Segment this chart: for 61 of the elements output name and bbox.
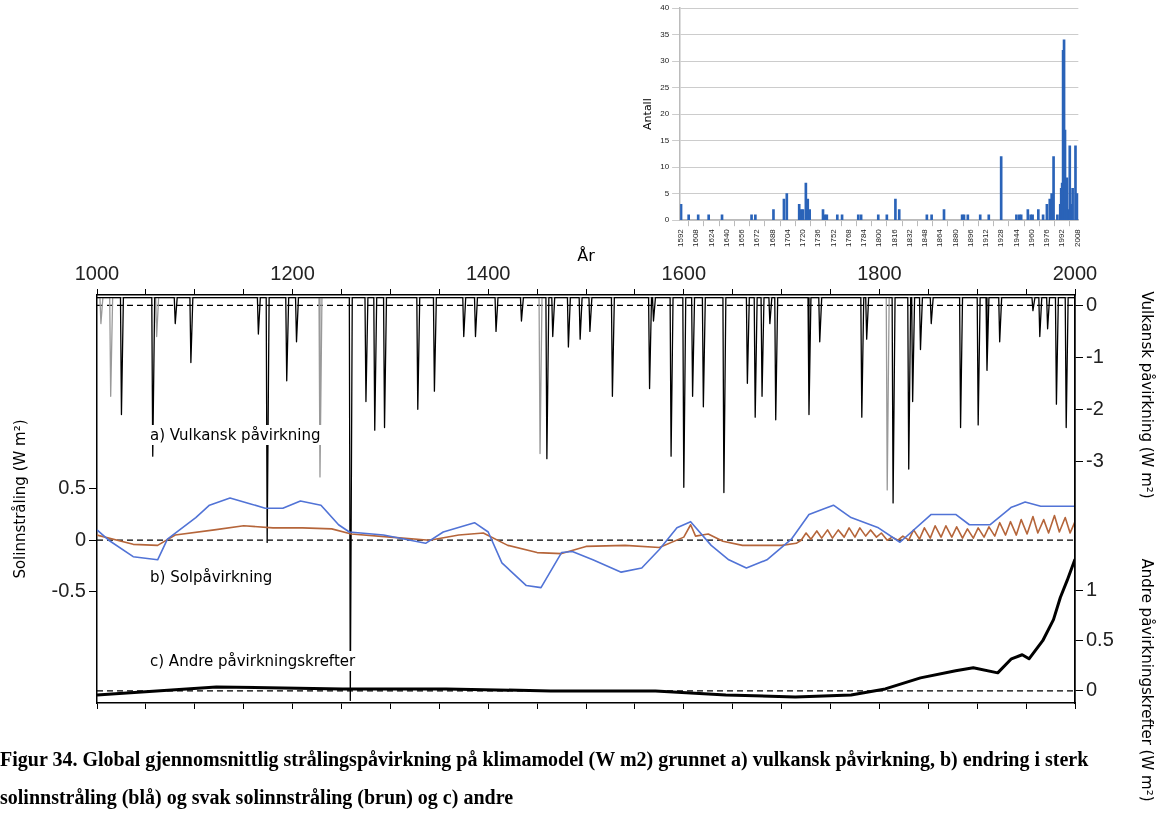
x-tick-label: 1960 — [1026, 228, 1036, 247]
y-axis-title: Solinnstråling (W m²) — [10, 419, 29, 579]
y-tick-label: 0 — [1086, 678, 1098, 701]
y-tick-label: 0 — [1086, 292, 1098, 315]
y-tick-label: 25 — [660, 82, 670, 92]
y-tick-label: -0.5 — [51, 579, 86, 602]
y-tick-label: 40 — [660, 3, 670, 13]
x-axis-title: År — [577, 245, 596, 265]
y-axis-title: Antall — [641, 98, 655, 130]
x-tick-label: 2008 — [1072, 228, 1082, 247]
x-tick-label: 1944 — [1011, 228, 1021, 247]
x-tick-label: 1608 — [691, 228, 701, 247]
x-tick-label: 1800 — [874, 228, 884, 247]
y-tick-label: 0 — [74, 527, 86, 550]
x-tick-label: 1752 — [828, 228, 838, 247]
y-axis-title: Vulkansk påvirkning (W m²) — [1138, 291, 1156, 499]
x-tick-label: 1000 — [74, 261, 120, 284]
y-tick-label: 0 — [664, 215, 670, 225]
x-tick-label: 1592 — [676, 228, 686, 247]
y-tick-label: 0.5 — [1086, 628, 1114, 651]
x-tick-label: 1704 — [782, 228, 792, 247]
annotation: b) Solpåvirkning — [150, 568, 273, 586]
x-tick-label: 1600 — [661, 261, 707, 284]
x-tick-label: 1896 — [965, 228, 975, 247]
x-tick-label: 1200 — [270, 261, 315, 284]
y-tick-label: 1 — [1086, 577, 1098, 600]
y-tick-label: 15 — [660, 135, 670, 145]
x-tick-label: 1832 — [904, 228, 914, 247]
y-tick-label: 20 — [660, 109, 670, 119]
y-tick-label: -1 — [1086, 344, 1104, 367]
x-tick-label: 1640 — [721, 228, 731, 247]
x-tick-label: 1880 — [950, 228, 960, 247]
x-tick-label: 1816 — [889, 228, 899, 247]
x-tick-label: 1720 — [798, 228, 808, 247]
y-tick-label: -2 — [1086, 396, 1104, 419]
y-tick-label: -3 — [1086, 448, 1104, 471]
x-tick-label: 1656 — [737, 228, 747, 247]
x-tick-label: 1672 — [752, 228, 762, 247]
annotation: c) Andre påvirkningskrefter — [150, 652, 356, 670]
x-tick-label: 1688 — [767, 228, 777, 247]
x-tick-label: 1976 — [1042, 228, 1052, 247]
x-tick-label: 1912 — [981, 228, 991, 247]
x-tick-label: 1768 — [843, 228, 853, 247]
annotation: a) Vulkansk påvirkning — [150, 426, 321, 444]
y-tick-label: 0.5 — [58, 476, 86, 499]
y-tick-label: 5 — [664, 188, 670, 198]
y-tick-label: 35 — [660, 29, 670, 39]
x-tick-label: 1400 — [465, 261, 511, 284]
y-axis-title: Andre påvirkningskrefter (W m²) — [1138, 558, 1156, 802]
x-tick-label: 1848 — [920, 228, 930, 247]
x-tick-label: 2000 — [1052, 261, 1098, 284]
x-tick-label: 1992 — [1057, 228, 1067, 247]
y-tick-label: 30 — [660, 56, 670, 66]
text: Figur 34. Global gjennomsnittlig strålingspåvirkning på klimamodel (W m2) grunnet a) vulkansk påvirkning, b) endring i sterk solinnstråling (blå) og svak solinnstråling (brun) og c) andre — [0, 747, 1090, 811]
x-tick-label: 1928 — [996, 228, 1006, 247]
x-tick-label: 1864 — [935, 228, 945, 247]
x-tick-label: 1736 — [813, 228, 823, 247]
x-tick-label: 1784 — [859, 228, 869, 247]
x-tick-label: 1800 — [857, 261, 902, 284]
y-tick-label: 10 — [660, 162, 670, 172]
x-tick-label: 1624 — [706, 228, 716, 247]
